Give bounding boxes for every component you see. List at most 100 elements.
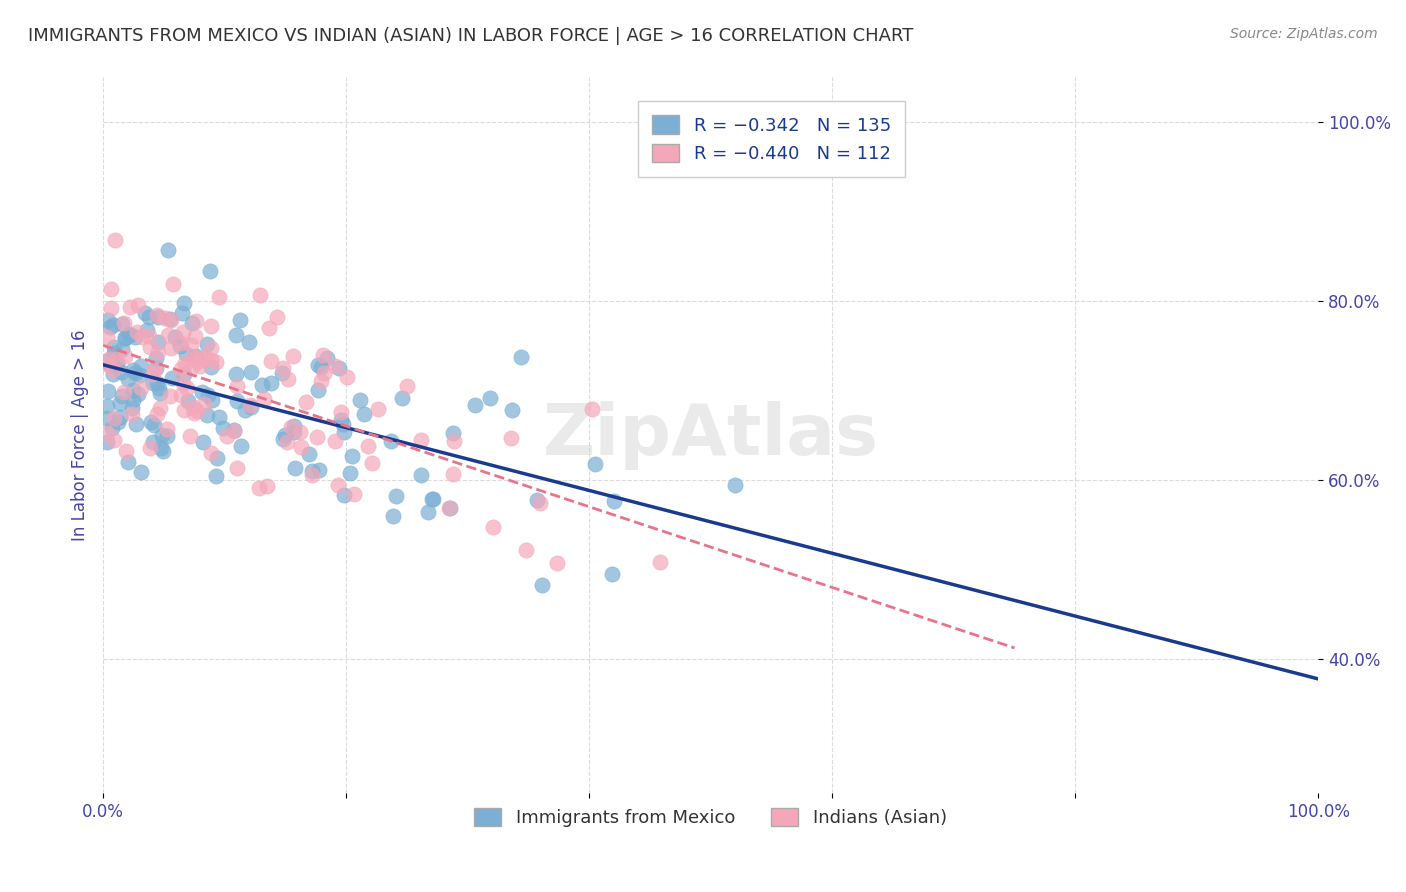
Point	[422, 491, 444, 506]
Point	[122, 363, 145, 377]
Point	[329, 413, 352, 427]
Point	[385, 489, 408, 503]
Point	[367, 401, 389, 416]
Point	[281, 349, 304, 363]
Point	[149, 386, 172, 401]
Point	[208, 290, 231, 304]
Point	[124, 366, 146, 380]
Point	[129, 381, 152, 395]
Point	[308, 463, 330, 477]
Point	[256, 479, 278, 493]
Point	[312, 348, 335, 362]
Point	[105, 351, 128, 366]
Point	[190, 351, 212, 366]
Point	[146, 407, 169, 421]
Point	[117, 455, 139, 469]
Point	[343, 486, 366, 500]
Point	[247, 481, 270, 495]
Point	[160, 313, 183, 327]
Point	[169, 338, 191, 352]
Point	[294, 395, 316, 409]
Point	[239, 398, 262, 412]
Point	[271, 432, 294, 446]
Point	[546, 556, 568, 570]
Point	[172, 325, 194, 339]
Point	[501, 403, 523, 417]
Point	[437, 500, 460, 515]
Point	[186, 314, 208, 328]
Point	[170, 388, 193, 402]
Point	[200, 353, 222, 368]
Point	[128, 368, 150, 382]
Point	[283, 425, 305, 439]
Point	[149, 441, 172, 455]
Point	[186, 403, 208, 417]
Point	[200, 360, 222, 375]
Point	[222, 424, 245, 438]
Point	[200, 446, 222, 460]
Point	[201, 392, 224, 407]
Point	[290, 440, 312, 454]
Point	[127, 386, 149, 401]
Point	[173, 403, 195, 417]
Point	[100, 301, 122, 316]
Point	[360, 456, 382, 470]
Point	[135, 323, 157, 337]
Point	[193, 351, 215, 365]
Point	[159, 341, 181, 355]
Point	[180, 338, 202, 352]
Point	[105, 357, 128, 371]
Point	[235, 402, 257, 417]
Point	[97, 384, 120, 398]
Point	[173, 296, 195, 310]
Point	[349, 392, 371, 407]
Point	[283, 419, 305, 434]
Point	[200, 341, 222, 355]
Point	[115, 444, 138, 458]
Point	[145, 351, 167, 365]
Point	[226, 393, 249, 408]
Point	[205, 450, 228, 465]
Point	[104, 233, 127, 247]
Point	[309, 375, 332, 389]
Point	[108, 409, 131, 424]
Point	[307, 384, 329, 398]
Point	[195, 337, 218, 351]
Point	[353, 407, 375, 421]
Point	[515, 543, 537, 558]
Point	[156, 243, 179, 257]
Point	[418, 506, 440, 520]
Point	[139, 340, 162, 354]
Point	[142, 435, 165, 450]
Point	[114, 349, 136, 363]
Point	[110, 365, 132, 379]
Point	[340, 449, 363, 463]
Point	[181, 317, 204, 331]
Point	[307, 359, 329, 373]
Point	[103, 411, 125, 425]
Point	[183, 352, 205, 367]
Point	[103, 340, 125, 354]
Point	[114, 331, 136, 345]
Point	[217, 429, 239, 443]
Point	[120, 327, 142, 342]
Point	[312, 366, 335, 380]
Point	[114, 331, 136, 345]
Point	[149, 401, 172, 416]
Point	[121, 401, 143, 416]
Point	[724, 477, 747, 491]
Point	[159, 311, 181, 326]
Point	[316, 351, 339, 366]
Point	[96, 354, 118, 368]
Point	[212, 421, 235, 435]
Point	[290, 425, 312, 439]
Point	[176, 381, 198, 395]
Point	[225, 368, 247, 382]
Point	[329, 405, 352, 419]
Point	[266, 310, 288, 324]
Point	[193, 397, 215, 411]
Point	[441, 467, 464, 481]
Point	[129, 465, 152, 479]
Point	[529, 496, 551, 510]
Point	[239, 400, 262, 414]
